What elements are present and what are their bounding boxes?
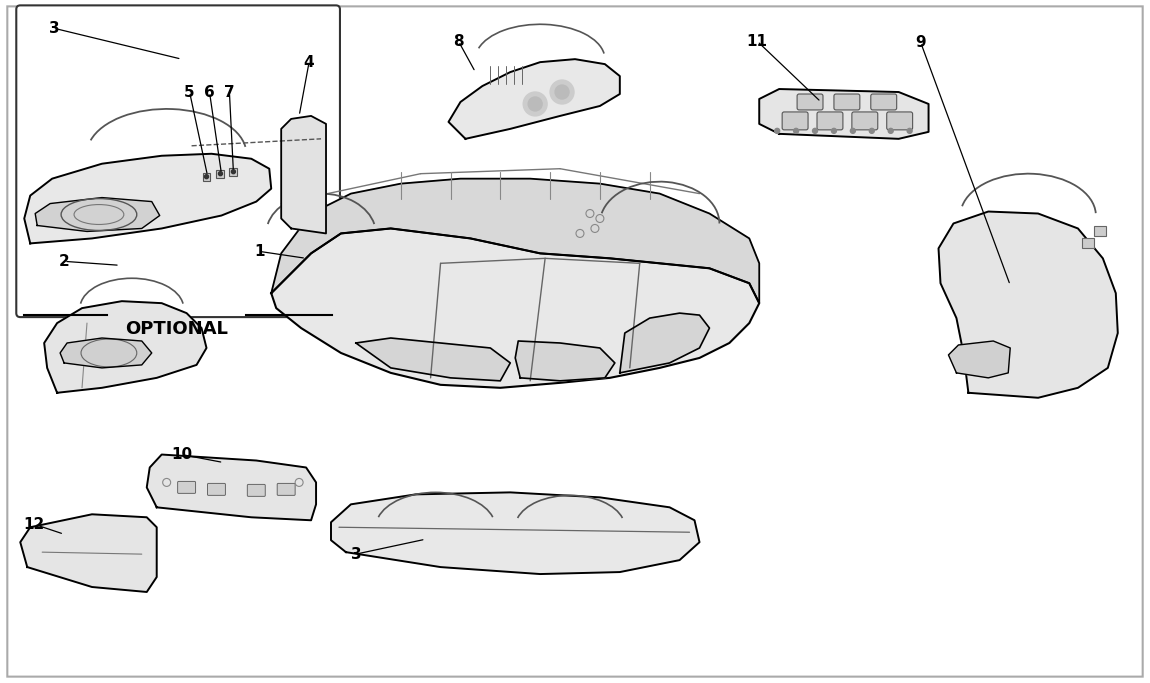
Circle shape xyxy=(831,128,836,133)
Circle shape xyxy=(793,128,798,133)
Polygon shape xyxy=(448,59,620,139)
Text: 9: 9 xyxy=(915,35,926,50)
Polygon shape xyxy=(147,455,316,520)
Polygon shape xyxy=(282,116,325,234)
FancyBboxPatch shape xyxy=(887,112,913,130)
Polygon shape xyxy=(949,341,1010,378)
Text: 7: 7 xyxy=(224,85,235,100)
FancyBboxPatch shape xyxy=(782,112,808,130)
Text: OPTIONAL: OPTIONAL xyxy=(125,320,228,338)
Polygon shape xyxy=(271,179,759,303)
Bar xyxy=(202,173,210,181)
FancyBboxPatch shape xyxy=(277,484,296,495)
FancyBboxPatch shape xyxy=(852,112,877,130)
Polygon shape xyxy=(938,212,1118,398)
Bar xyxy=(1082,238,1094,249)
Polygon shape xyxy=(36,197,160,232)
Polygon shape xyxy=(620,313,710,373)
Text: 3: 3 xyxy=(48,20,60,36)
Text: 1: 1 xyxy=(254,244,264,259)
Polygon shape xyxy=(355,338,511,381)
Text: 6: 6 xyxy=(204,85,215,100)
Circle shape xyxy=(850,128,856,133)
FancyBboxPatch shape xyxy=(177,482,196,493)
FancyBboxPatch shape xyxy=(797,94,823,110)
Polygon shape xyxy=(271,228,759,388)
Text: 2: 2 xyxy=(59,254,69,269)
Polygon shape xyxy=(24,154,271,243)
FancyBboxPatch shape xyxy=(816,112,843,130)
Text: 3: 3 xyxy=(351,546,361,561)
FancyBboxPatch shape xyxy=(871,94,897,110)
Text: 8: 8 xyxy=(453,33,463,48)
Bar xyxy=(229,168,237,176)
Text: 11: 11 xyxy=(746,33,768,48)
Circle shape xyxy=(550,80,574,104)
FancyBboxPatch shape xyxy=(7,6,1143,677)
Bar xyxy=(216,169,224,178)
Polygon shape xyxy=(44,301,207,393)
Polygon shape xyxy=(331,492,699,574)
FancyBboxPatch shape xyxy=(834,94,860,110)
Polygon shape xyxy=(60,338,152,368)
FancyBboxPatch shape xyxy=(16,5,340,317)
Circle shape xyxy=(523,92,547,116)
Text: 10: 10 xyxy=(171,447,192,462)
Circle shape xyxy=(205,175,208,179)
Circle shape xyxy=(528,97,542,111)
Polygon shape xyxy=(21,514,156,592)
Polygon shape xyxy=(515,341,615,381)
Circle shape xyxy=(907,128,912,133)
Circle shape xyxy=(218,171,222,176)
Text: 4: 4 xyxy=(304,55,314,70)
Circle shape xyxy=(813,128,818,133)
FancyBboxPatch shape xyxy=(207,484,225,495)
Bar xyxy=(1094,227,1106,236)
Circle shape xyxy=(869,128,874,133)
Circle shape xyxy=(555,85,569,99)
Circle shape xyxy=(775,128,780,133)
Circle shape xyxy=(888,128,894,133)
Circle shape xyxy=(231,169,236,173)
Text: 12: 12 xyxy=(24,517,45,532)
Polygon shape xyxy=(759,89,928,139)
FancyBboxPatch shape xyxy=(247,484,266,497)
Text: 5: 5 xyxy=(184,85,194,100)
